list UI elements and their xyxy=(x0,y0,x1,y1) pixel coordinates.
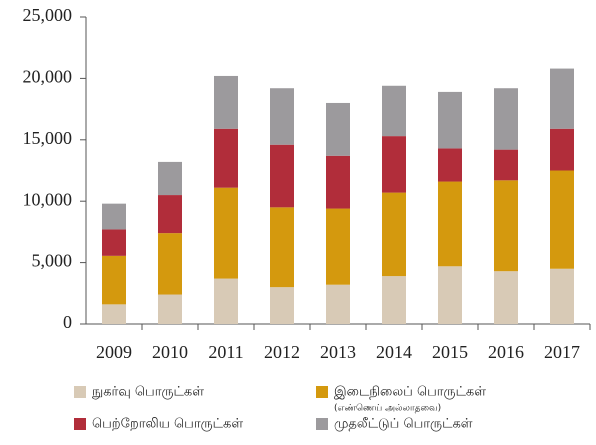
bar-segment xyxy=(102,229,126,256)
legend-swatch xyxy=(316,418,328,430)
bar-segment xyxy=(214,278,238,324)
bar-segment xyxy=(158,233,182,295)
bar-segment xyxy=(270,144,294,208)
bar-segment xyxy=(326,284,350,324)
legend-label: பெற்றோலிய பொருட்கள் xyxy=(92,417,243,432)
bar-segment xyxy=(550,128,574,171)
bar-segment xyxy=(550,268,574,324)
bar-segment xyxy=(270,207,294,288)
bar-segment xyxy=(326,102,350,156)
x-tick-label: 2009 xyxy=(96,342,132,362)
y-tick-label: 0 xyxy=(63,312,72,332)
bar-segment xyxy=(270,287,294,324)
bar-segment xyxy=(438,148,462,182)
legend-swatch xyxy=(74,386,86,398)
bar-segment xyxy=(158,195,182,234)
y-tick-label: 10,000 xyxy=(23,189,73,209)
bar-segment xyxy=(382,276,406,324)
bar-segment xyxy=(438,181,462,267)
legend-label: முதலீட்டுப் பொருட்கள் xyxy=(334,417,473,432)
bar-segment xyxy=(382,192,406,277)
y-tick-label: 15,000 xyxy=(23,128,73,148)
legend-swatch xyxy=(74,418,86,430)
bar-segment xyxy=(102,203,126,230)
bar-segment xyxy=(494,180,518,272)
x-tick-label: 2012 xyxy=(264,342,300,362)
bar-segment xyxy=(102,304,126,324)
bar-segment xyxy=(214,187,238,279)
y-tick-label: 20,000 xyxy=(23,67,73,87)
x-tick-label: 2014 xyxy=(376,342,412,362)
bar-segment xyxy=(438,91,462,149)
bar-segment xyxy=(438,266,462,324)
x-tick-label: 2016 xyxy=(488,342,524,362)
bar-segment xyxy=(326,155,350,209)
bar-segment xyxy=(550,170,574,269)
bar-segment xyxy=(158,161,182,196)
bar-segment xyxy=(382,85,406,137)
bar-segment xyxy=(494,271,518,324)
bar-segment xyxy=(550,68,574,129)
legend-label: நுகர்வு பொருட்கள் xyxy=(92,385,204,400)
bar-segment xyxy=(494,88,518,150)
bar-segment xyxy=(214,128,238,188)
bar-segment xyxy=(102,255,126,305)
bar-segment xyxy=(158,294,182,324)
x-tick-label: 2015 xyxy=(432,342,468,362)
legend-note: (எண்ணெய் அல்லாதவை) xyxy=(334,404,441,414)
bar-segment xyxy=(326,208,350,285)
y-tick-label: 5,000 xyxy=(32,251,73,271)
y-tick-label: 25,000 xyxy=(23,5,73,25)
x-tick-label: 2010 xyxy=(152,342,188,362)
bar-segment xyxy=(214,75,238,129)
bar-segment xyxy=(494,149,518,181)
legend-swatch xyxy=(316,386,328,398)
bar-segment xyxy=(270,88,294,145)
x-tick-label: 2013 xyxy=(320,342,356,362)
x-tick-label: 2011 xyxy=(208,342,243,362)
bar-segment xyxy=(382,136,406,193)
x-tick-label: 2017 xyxy=(544,342,580,362)
legend-label: இடைநிலைப் பொருட்கள் xyxy=(334,385,486,400)
